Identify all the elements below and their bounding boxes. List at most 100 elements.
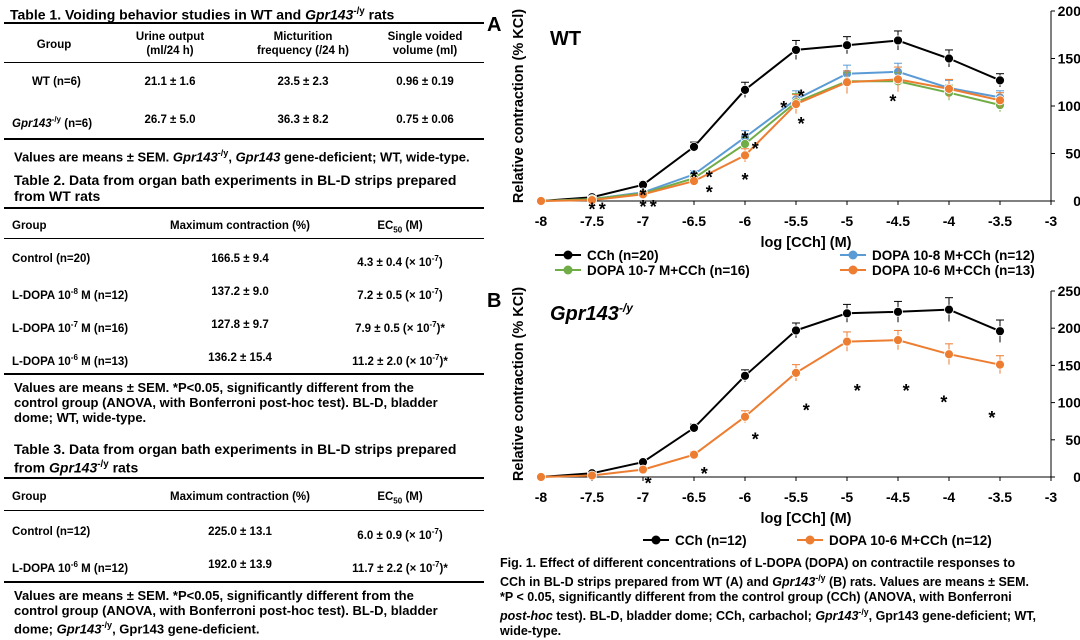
table2-row1-ec: 4.3 ± 0.4 (× 10-7) (330, 252, 470, 270)
table3-title-line1: Table 3. Data from organ bath experiment… (14, 441, 457, 457)
significance-star: * (903, 381, 910, 401)
y-tick-label: 0 (1073, 193, 1080, 209)
caption-line1: Fig. 1. Effect of different concentratio… (500, 556, 1016, 570)
y-tick-label: 200 (1058, 320, 1080, 336)
table2-row4-max: 136.2 ± 15.4 (208, 352, 272, 364)
x-tick-label: -4.5 (886, 213, 910, 229)
table3-title-a: from (14, 459, 49, 476)
data-point (536, 472, 546, 482)
table3-header-group: Group (12, 491, 47, 503)
caption-line4-gene: Gpr143 (815, 609, 859, 624)
table1-row1-urine: 21.1 ± 1.6 (144, 76, 196, 88)
data-point (740, 150, 750, 161)
table3-row2-group-exp: -6 (70, 560, 78, 569)
significance-star: * (798, 87, 805, 107)
table3-header-rule (4, 510, 484, 511)
x-tick-label: -6.5 (682, 213, 706, 229)
table1-header-group: Group (36, 39, 72, 51)
table2-row4-group-exp: -6 (70, 353, 78, 362)
legend-label: CCh (n=20) (587, 248, 659, 263)
caption-line4-sup: -/y (858, 607, 869, 618)
y-tick-label: 150 (1058, 357, 1080, 373)
legend-swatch-marker (848, 265, 858, 275)
x-tick-label: -6.5 (682, 489, 706, 505)
significance-star: * (940, 392, 947, 412)
table2-row2-group: L-DOPA 10-8 M (n=12) (12, 285, 128, 303)
table1-title-prefix: Table 1. Voiding behavior studies in WT … (10, 6, 306, 23)
table1-note: Values are means ± SEM. Gpr143-/y, Gpr14… (14, 146, 484, 164)
significance-star: * (706, 183, 713, 203)
table2-row2-group-a: L-DOPA 10 (12, 289, 71, 302)
series-line (540, 80, 1001, 202)
significance-star: * (599, 200, 606, 220)
chart-a: 0 50 100 150 200 -8 -7.5 -7 -6.5 -6 -5.5 -5 -4.5 -4 -3… (511, 3, 1080, 278)
table2-header-max: Maximum contraction (%) (170, 220, 310, 232)
series-1 (536, 329, 1005, 482)
y-tick-label: 50 (1065, 432, 1080, 448)
table2-row2-ec: 7.2 ± 0.5 (× 10-7) (330, 285, 470, 303)
y-axis-label: Relative contraction (% KCl) (511, 9, 527, 203)
series-line (540, 39, 1001, 202)
table2-row1-group: Control (n=20) (12, 253, 91, 265)
legend-item: DOPA 10-6 M+CCh (n=13) (840, 263, 1035, 278)
data-point (587, 195, 597, 205)
data-point (995, 95, 1005, 106)
table3-note-gene: Gpr143 (56, 621, 102, 637)
data-point (587, 470, 597, 481)
table2-title-line2: from WT rats (14, 188, 101, 204)
significance-star: * (645, 473, 652, 493)
y-tick-label: 50 (1065, 146, 1080, 162)
table1-header-urine-1: Urine output (135, 31, 205, 43)
legend-swatch-marker (848, 250, 858, 260)
x-tick-label: -4.5 (886, 489, 910, 505)
table1-top-rule (4, 22, 484, 24)
table2-row3-group-exp: -7 (70, 320, 78, 329)
legend-swatch-marker (651, 535, 661, 545)
data-point (536, 196, 546, 206)
table3-title-gene: Gpr143 (49, 459, 98, 476)
legend-item: CCh (n=20) (555, 248, 659, 263)
table2-row1-max: 166.5 ± 9.4 (211, 253, 269, 265)
data-point (740, 370, 750, 381)
caption-line2-a: CCh in BL-D strips prepared from WT (A) … (500, 575, 773, 590)
table1-row1-vol: 0.96 ± 0.19 (396, 76, 454, 88)
significance-star: * (588, 200, 595, 220)
table3-row2-group-a: L-DOPA 10 (12, 562, 71, 575)
data-point (842, 40, 852, 51)
significance-star: * (798, 114, 805, 134)
table2-note-line2: control group (ANOVA, with Bonferroni po… (14, 395, 438, 410)
table2-row2-ec-tail: ) (438, 289, 443, 302)
table2-row2-group-rest: M (n=12) (77, 289, 129, 302)
y-tick-label: 0 (1073, 469, 1080, 485)
table1-title-gene: Gpr143 (305, 6, 354, 23)
table2-row4-ec-tail: )* (439, 355, 448, 368)
caption-line2: CCh in BL-D strips prepared from WT (A) … (500, 571, 1078, 590)
table1-note-b: , (228, 149, 236, 165)
x-tick-label: -7.5 (580, 489, 604, 505)
y-tick-label: 150 (1058, 51, 1080, 67)
x-tick-label: -3 (1045, 213, 1058, 229)
table1-note-a: Values are means ± SEM. (14, 149, 173, 165)
data-point (791, 325, 801, 336)
chart-title-gene: Gpr143 (550, 303, 619, 325)
table3-note-line2: control group (ANOVA, with Bonferroni po… (14, 603, 438, 618)
series-line (540, 339, 1001, 478)
table1-row1-group: WT (n=6) (32, 76, 81, 88)
y-tick-label: 200 (1058, 3, 1080, 19)
data-point (893, 35, 903, 46)
table1-title-sup: -/y (353, 6, 365, 17)
x-tick-label: -5.5 (784, 213, 808, 229)
table3-note-line3: dome; Gpr143-/y, Gpr143 gene-deficient. (14, 618, 259, 636)
data-point (893, 306, 903, 317)
table3-row2-ec-tail: )* (439, 562, 448, 575)
table3-row1-max: 225.0 ± 13.1 (208, 526, 272, 538)
table1-header-freq-2: frequency (/24 h) (256, 45, 350, 57)
series-2 (536, 72, 1005, 206)
table3-header-ec-unit: (M) (402, 491, 423, 503)
table1-note-gene2: Gpr143 (235, 149, 281, 165)
caption-line2-b: (B) rats. Values are means ± SEM. (825, 575, 1030, 590)
legend-item: DOPA 10-8 M+CCh (n=12) (840, 248, 1035, 263)
data-point (689, 422, 699, 433)
significance-star: * (741, 128, 748, 148)
x-tick-label: -5 (841, 489, 854, 505)
